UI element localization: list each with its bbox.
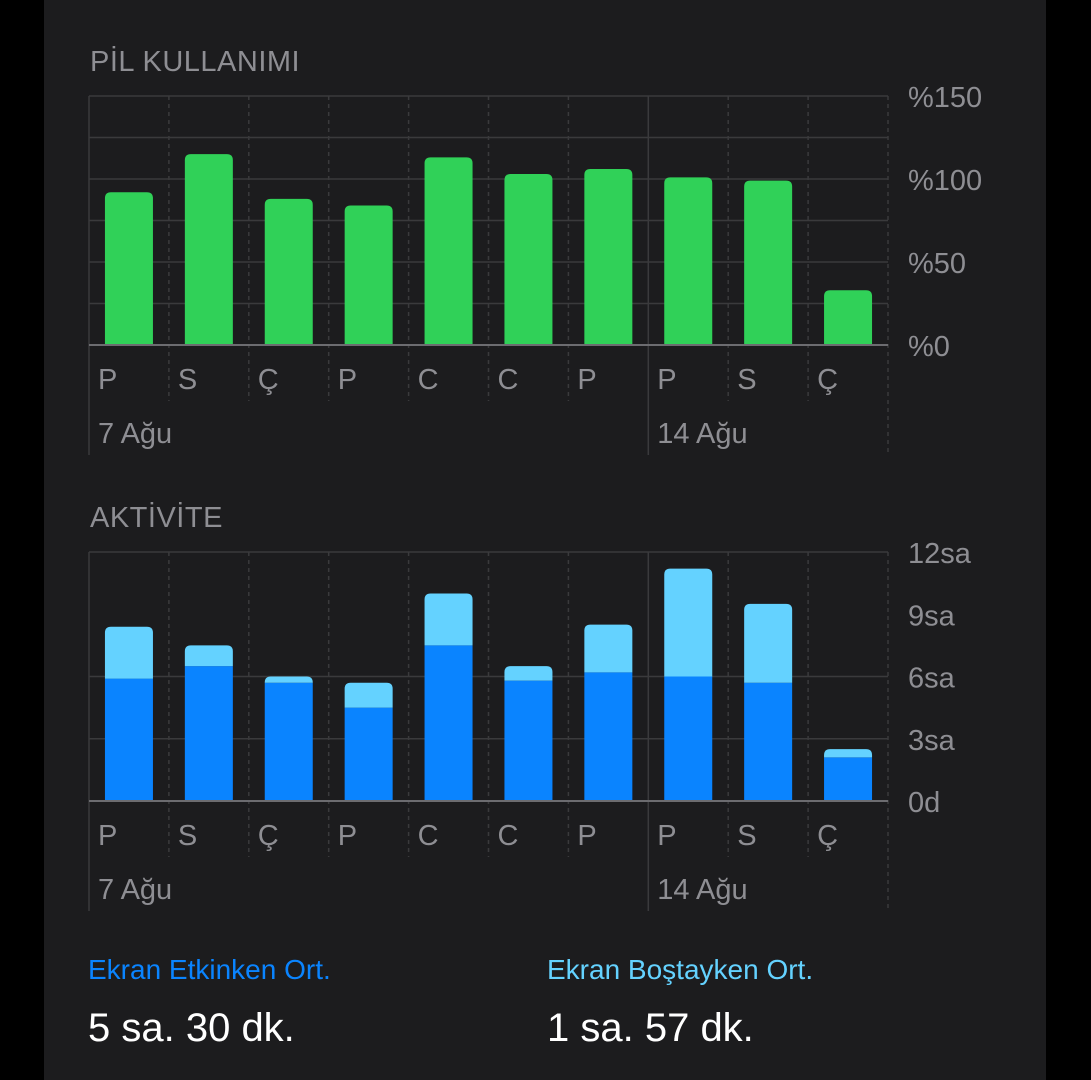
- screen-idle-average-label: Ekran Boştayken Ort.: [547, 954, 814, 985]
- day-label: P: [577, 820, 596, 852]
- screen-idle-average-value: 1 sa. 57 dk.: [547, 1006, 754, 1050]
- day-label: Ç: [817, 364, 838, 396]
- week-label: 14 Ağu: [657, 418, 747, 450]
- week-label: 7 Ağu: [98, 418, 172, 450]
- battery-bar: [344, 205, 393, 345]
- idle-bar: [824, 749, 873, 758]
- battery-usage-title: PİL KULLANIMI: [90, 46, 301, 78]
- battery-bar: [584, 169, 633, 345]
- screen-active-average-value: 5 sa. 30 dk.: [88, 1006, 295, 1050]
- idle-bar: [264, 676, 313, 683]
- active-bar: [584, 672, 633, 801]
- active-bar: [104, 678, 153, 801]
- y-tick-label: 3sa: [908, 725, 956, 757]
- day-label: S: [737, 364, 756, 396]
- idle-bar: [104, 626, 153, 679]
- y-tick-label: 0d: [908, 787, 940, 819]
- day-label: S: [178, 820, 197, 852]
- idle-bar: [504, 666, 553, 681]
- y-tick-label: %50: [908, 248, 966, 280]
- y-tick-label: 12sa: [908, 538, 972, 570]
- battery-bar: [504, 174, 553, 345]
- activity-title: AKTİVİTE: [90, 502, 223, 534]
- day-label: P: [98, 364, 117, 396]
- active-bar: [504, 680, 553, 801]
- y-tick-label: %150: [908, 82, 982, 114]
- day-label: S: [178, 364, 197, 396]
- day-label: C: [498, 820, 519, 852]
- battery-bar: [744, 180, 793, 345]
- active-bar: [664, 676, 713, 801]
- idle-bar: [424, 593, 473, 646]
- active-bar: [424, 645, 473, 801]
- battery-bar: [184, 154, 233, 345]
- battery-bar: [664, 177, 713, 345]
- battery-bar: [424, 157, 473, 345]
- day-label: Ç: [817, 820, 838, 852]
- screen-active-average-label: Ekran Etkinken Ort.: [88, 954, 331, 985]
- day-label: P: [98, 820, 117, 852]
- idle-bar: [584, 624, 633, 673]
- day-label: C: [498, 364, 519, 396]
- battery-bar: [104, 192, 153, 345]
- week-label: 14 Ağu: [657, 874, 747, 906]
- day-label: P: [657, 364, 676, 396]
- day-label: C: [418, 820, 439, 852]
- day-label: C: [418, 364, 439, 396]
- active-bar: [744, 682, 793, 801]
- y-tick-label: %0: [908, 331, 950, 363]
- battery-bar: [824, 290, 873, 345]
- active-bar: [264, 682, 313, 801]
- active-bar: [184, 666, 233, 801]
- active-bar: [824, 757, 873, 801]
- active-bar: [344, 707, 393, 801]
- battery-usage-chart[interactable]: %150 %100 %50 %0 P S Ç P C C P P S Ç 7 Ağu 14 Ağu: [0, 0, 1091, 480]
- day-label: P: [657, 820, 676, 852]
- day-label: Ç: [258, 820, 279, 852]
- y-tick-label: 9sa: [908, 600, 956, 632]
- idle-bar: [744, 603, 793, 683]
- y-tick-label: %100: [908, 165, 982, 197]
- day-label: S: [737, 820, 756, 852]
- idle-bar: [344, 682, 393, 708]
- idle-bar: [184, 645, 233, 667]
- idle-bar: [664, 568, 713, 677]
- battery-bar: [264, 198, 313, 345]
- day-label: P: [577, 364, 596, 396]
- day-label: P: [338, 364, 357, 396]
- y-tick-label: 6sa: [908, 663, 956, 695]
- day-label: Ç: [258, 364, 279, 396]
- week-label: 7 Ağu: [98, 874, 172, 906]
- day-label: P: [338, 820, 357, 852]
